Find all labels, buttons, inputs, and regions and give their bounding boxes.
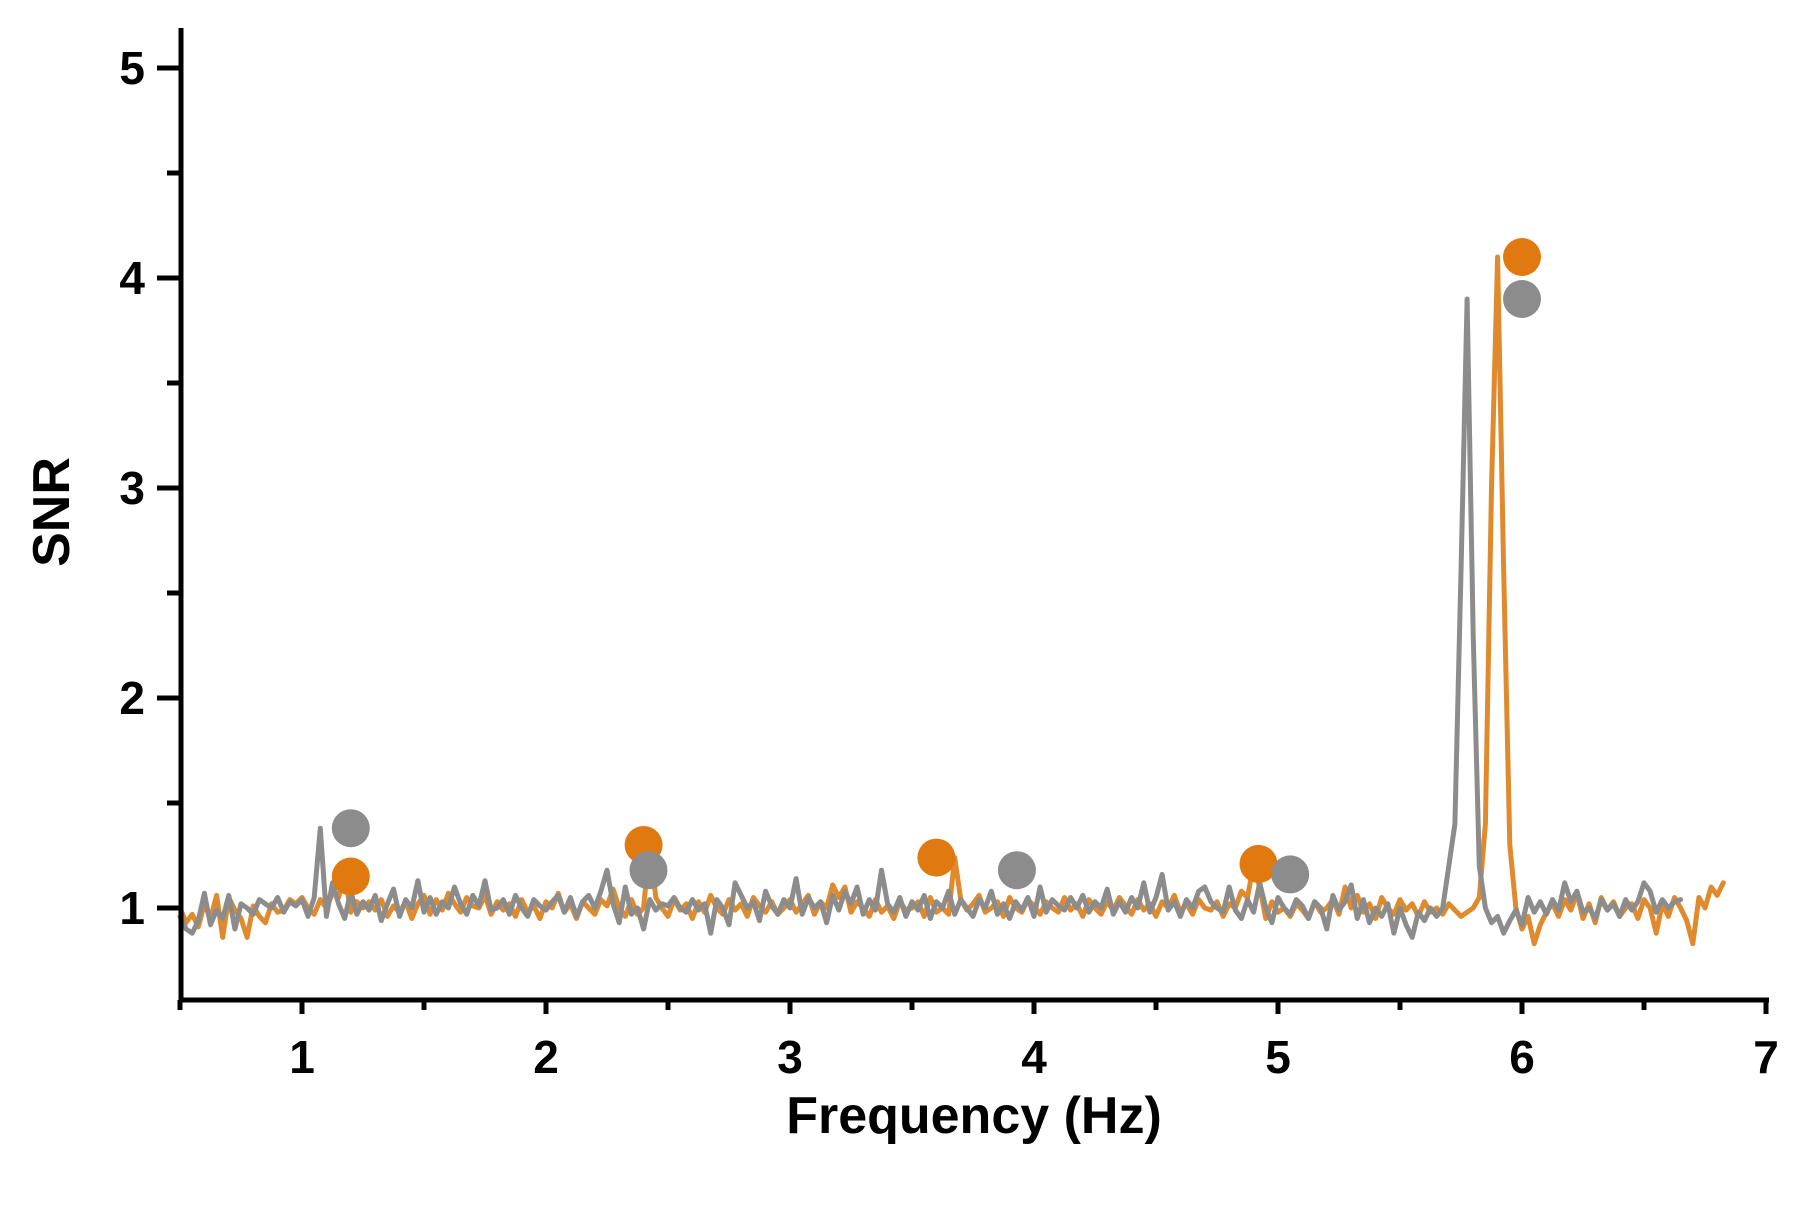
peak-marker-5 [1503, 238, 1541, 276]
peak-marker-4 [1239, 844, 1278, 883]
axes-layer [178, 28, 1769, 1003]
y-tick-label: 1 [119, 882, 145, 934]
peak-marker-10 [1503, 280, 1541, 318]
series-line-2 [177, 296, 1684, 940]
x-tick-label: 3 [777, 1031, 803, 1083]
x-tick-label: 5 [1265, 1031, 1291, 1083]
tick-layer: 1 2 3 4 5 6 7 1 2 3 4 5 [119, 42, 1778, 1083]
peak-marker-7 [629, 851, 668, 890]
peak-marker-8 [997, 851, 1036, 890]
peak-marker-6 [331, 809, 370, 848]
peak-marker-1 [331, 857, 370, 896]
x-tick-label: 6 [1509, 1031, 1535, 1083]
marker-layer [331, 238, 1541, 896]
x-tick-label: 1 [289, 1031, 315, 1083]
series-layer [177, 254, 1726, 947]
y-tick-label: 2 [119, 672, 145, 724]
x-tick-label: 7 [1753, 1031, 1779, 1083]
peak-marker-9 [1271, 855, 1310, 894]
peak-marker-3 [917, 838, 956, 877]
x-tick-label: 2 [533, 1031, 559, 1083]
series-line-1 [177, 254, 1726, 947]
y-tick-label: 4 [119, 252, 145, 304]
y-tick-label: 5 [119, 42, 145, 94]
y-tick-label: 3 [119, 462, 145, 514]
y-axis-title: SNR [23, 457, 81, 567]
x-axis-title: Frequency (Hz) [786, 1087, 1162, 1145]
x-tick-label: 4 [1021, 1031, 1047, 1083]
